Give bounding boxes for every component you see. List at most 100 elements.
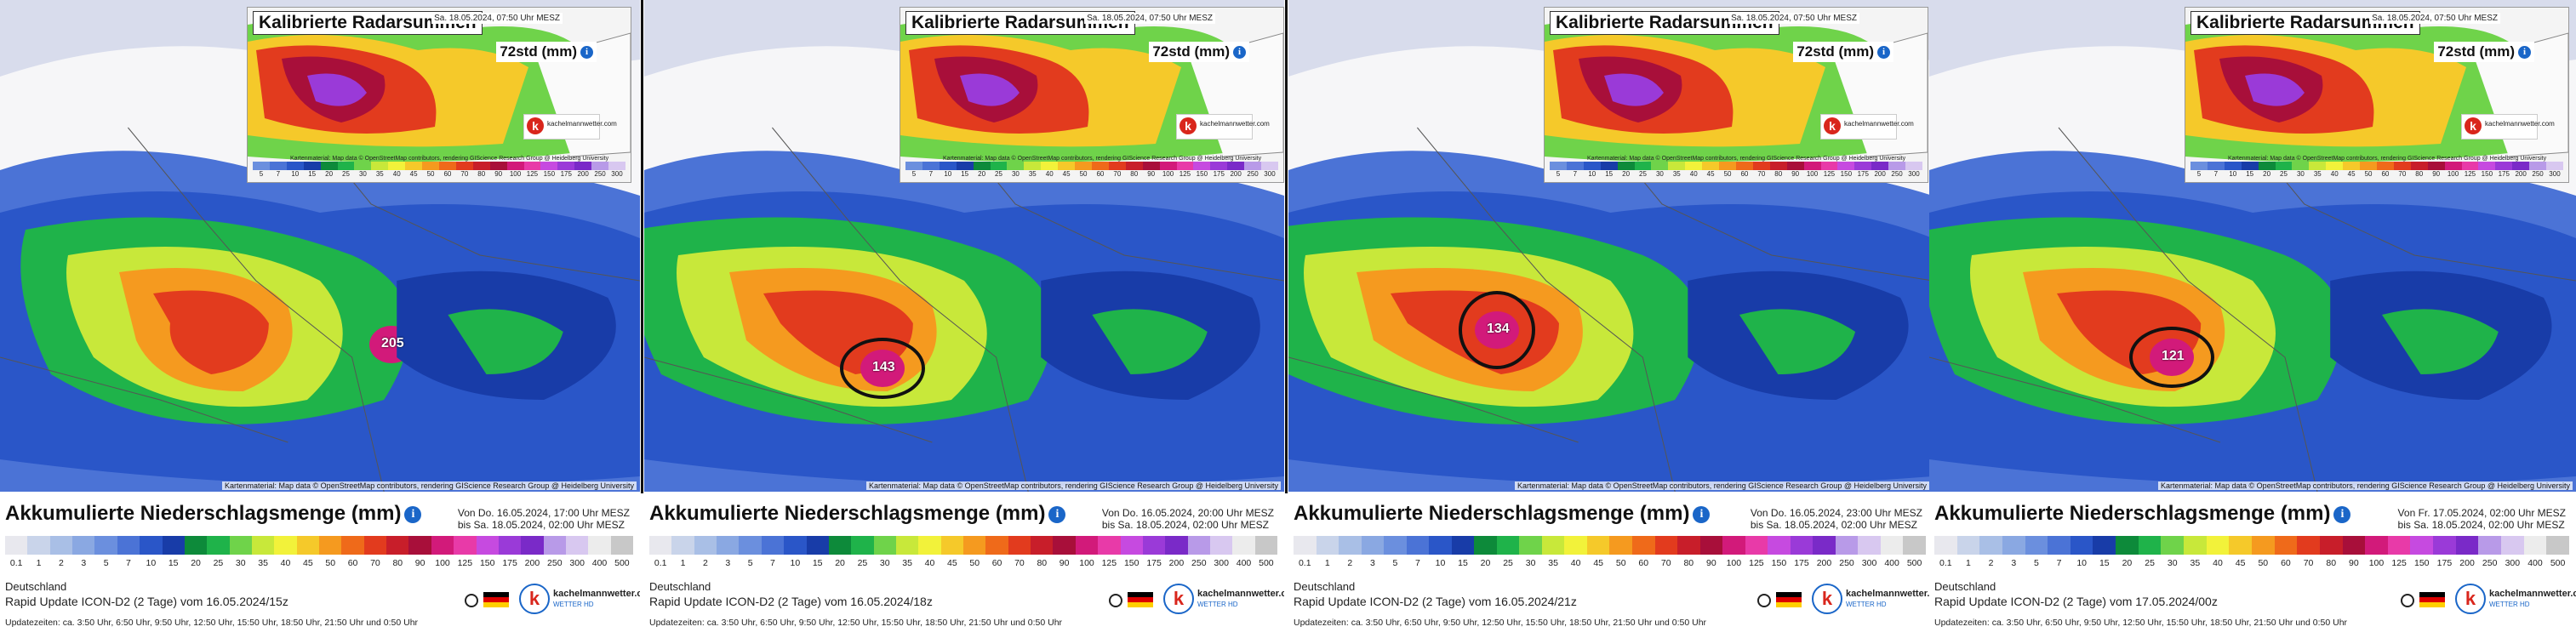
scale-tick: 100	[2368, 558, 2385, 568]
zoom-icon[interactable]	[1109, 594, 1122, 607]
scale-tick: 10	[1435, 558, 1446, 568]
legend-footer: Akkumulierte Niederschlagsmenge (mm) i Von…	[1929, 493, 2576, 638]
inset-scale-tick: 250	[1247, 170, 1259, 178]
inset-scale-tick: 35	[1672, 170, 1681, 178]
scale-tick: 300	[1861, 558, 1877, 568]
scale-tick: 40	[280, 558, 291, 568]
inset-scale-tick: 70	[2398, 170, 2407, 178]
scale-tick: 35	[258, 558, 268, 568]
inset-scale-tick: 250	[1891, 170, 1903, 178]
scale-tick: 1	[36, 558, 42, 568]
legend-title-text: Akkumulierte Niederschlagsmenge (mm)	[5, 502, 402, 525]
inset-scale-tick: 45	[409, 170, 418, 178]
zoom-icon[interactable]	[1757, 594, 1771, 607]
info-icon[interactable]: i	[404, 505, 422, 523]
scale-tick: 70	[1014, 558, 1025, 568]
inset-scale-tick: 20	[1622, 170, 1631, 178]
inset-scale-tick: 300	[611, 170, 623, 178]
scale-tick: 90	[1059, 558, 1070, 568]
map-area: 143 Kartenmaterial: Map data © OpenStreet…	[644, 0, 1284, 492]
scale-tick: 400	[1884, 558, 1899, 568]
legend-footer: Akkumulierte Niederschlagsmenge (mm) i Von…	[1288, 493, 1933, 638]
scale-tick: 500	[1906, 558, 1922, 568]
brand-sub: WETTER HD	[553, 601, 594, 608]
region-label: Deutschland	[1934, 580, 1996, 593]
scale-tick: 40	[1570, 558, 1581, 568]
info-icon[interactable]: i	[2518, 46, 2531, 60]
inset-scale-tick: 7	[928, 170, 934, 178]
inset-logo[interactable]: k kachelmannwetter.com	[1176, 114, 1270, 140]
scale-tick: 2	[702, 558, 708, 568]
scale-tick: 5	[2033, 558, 2039, 568]
scale-tick: 7	[126, 558, 131, 568]
period-dates: Von Do. 16.05.2024, 23:00 Uhr MESZ bis Sa…	[1751, 507, 1922, 531]
period-from: Von Fr. 17.05.2024, 02:00 Uhr MESZ	[2397, 507, 2566, 519]
scale-tick: 25	[2145, 558, 2155, 568]
inset-credit: Kartenmaterial: Map data © OpenStreetMap…	[1587, 156, 1906, 162]
inset-scale-labels: 5 7 10 15 20 25 30 35 40 45 50 60 70 80 90 100 125 150 175…	[905, 170, 1278, 178]
scale-tick: 0.1	[1939, 558, 1952, 568]
inset-scale-tick: 5	[911, 170, 917, 178]
inset-color-scale: 5 7 10 15 20 25 30 35 40 45 50 60 70 80 90 100 125 150 175…	[905, 162, 1278, 180]
color-scale: 0.1 1 2 3 5 7 10 15 20 25 30 35 40 45 50 60 70 80 90 100 125…	[1934, 536, 2569, 568]
logo-k-icon: k	[2455, 584, 2486, 614]
inset-date: Sa. 18.05.2024, 07:50 Uhr MESZ	[431, 13, 563, 24]
scale-tick: 20	[2122, 558, 2133, 568]
legend-footer: Akkumulierte Niederschlagsmenge (mm) i Von…	[644, 493, 1284, 638]
scale-tick: 10	[790, 558, 801, 568]
scale-tick: 50	[1615, 558, 1626, 568]
inset-scale-tick: 15	[308, 170, 317, 178]
inset-logo[interactable]: k kachelmannwetter.com	[2461, 114, 2555, 140]
scale-tick: 0.1	[654, 558, 667, 568]
info-icon[interactable]: i	[580, 46, 593, 60]
brand-name: kachelmannwetter.com	[1197, 589, 1284, 599]
inset-logo[interactable]: k kachelmannwetter.com	[1820, 114, 1914, 140]
region-label: Deutschland	[649, 580, 711, 593]
zoom-icon[interactable]	[2401, 594, 2414, 607]
radar-inset: Kalibrierte Radarsummen Sa. 18.05.2024, 0…	[900, 7, 1284, 183]
inset-logo[interactable]: k kachelmannwetter.com	[523, 114, 617, 140]
inset-scale-tick: 35	[2313, 170, 2322, 178]
map-credit: Kartenmaterial: Map data © OpenStreetMap…	[222, 481, 637, 490]
inset-scale-tick: 100	[509, 170, 522, 178]
scale-tick: 200	[524, 558, 540, 568]
period-from: Von Do. 16.05.2024, 17:00 Uhr MESZ	[457, 507, 630, 519]
scale-tick: 60	[2281, 558, 2291, 568]
period-dates: Von Fr. 17.05.2024, 02:00 Uhr MESZ bis Sa…	[2398, 507, 2566, 531]
scale-tick: 3	[2011, 558, 2017, 568]
inset-scale-tick: 150	[1196, 170, 1208, 178]
map-panel: 134 Kartenmaterial: Map data © OpenStreet…	[1288, 0, 1933, 638]
color-scale-bar	[1934, 536, 2569, 555]
scale-tick: 20	[835, 558, 845, 568]
scale-tick: 70	[370, 558, 380, 568]
info-icon[interactable]: i	[1048, 505, 1066, 523]
inset-scale-tick: 40	[1045, 170, 1054, 178]
scale-tick: 500	[614, 558, 630, 568]
inset-duration-label: 72std (mm)	[1152, 43, 1230, 60]
scale-tick: 1	[1324, 558, 1330, 568]
scale-tick: 200	[2459, 558, 2475, 568]
scale-tick: 175	[1146, 558, 1162, 568]
info-icon[interactable]: i	[1233, 46, 1246, 60]
zoom-icon[interactable]	[465, 594, 478, 607]
info-icon[interactable]: i	[2333, 505, 2351, 523]
legend-footer: Akkumulierte Niederschlagsmenge (mm) i Von…	[0, 493, 640, 638]
inset-scale-labels: 5 7 10 15 20 25 30 35 40 45 50 60 70 80 90 100 125 150 175…	[2190, 170, 2563, 178]
scale-tick: 15	[168, 558, 179, 568]
scale-tick: 7	[770, 558, 775, 568]
inset-date: Sa. 18.05.2024, 07:50 Uhr MESZ	[1084, 13, 1215, 24]
inset-scale-tick: 30	[358, 170, 367, 178]
highlight-circle	[840, 338, 925, 399]
inset-logo-text: kachelmannwetter.com	[547, 120, 617, 128]
period-from: Von Do. 16.05.2024, 20:00 Uhr MESZ	[1101, 507, 1274, 519]
map-panel: 205 Kartenmaterial: Map data © OpenStreet…	[0, 0, 640, 638]
model-run: Rapid Update ICON-D2 (2 Tage) vom 16.05.…	[649, 595, 933, 608]
info-icon[interactable]: i	[1693, 505, 1711, 523]
info-icon[interactable]: i	[1877, 46, 1890, 60]
scale-tick: 125	[2391, 558, 2407, 568]
scale-tick: 50	[969, 558, 980, 568]
